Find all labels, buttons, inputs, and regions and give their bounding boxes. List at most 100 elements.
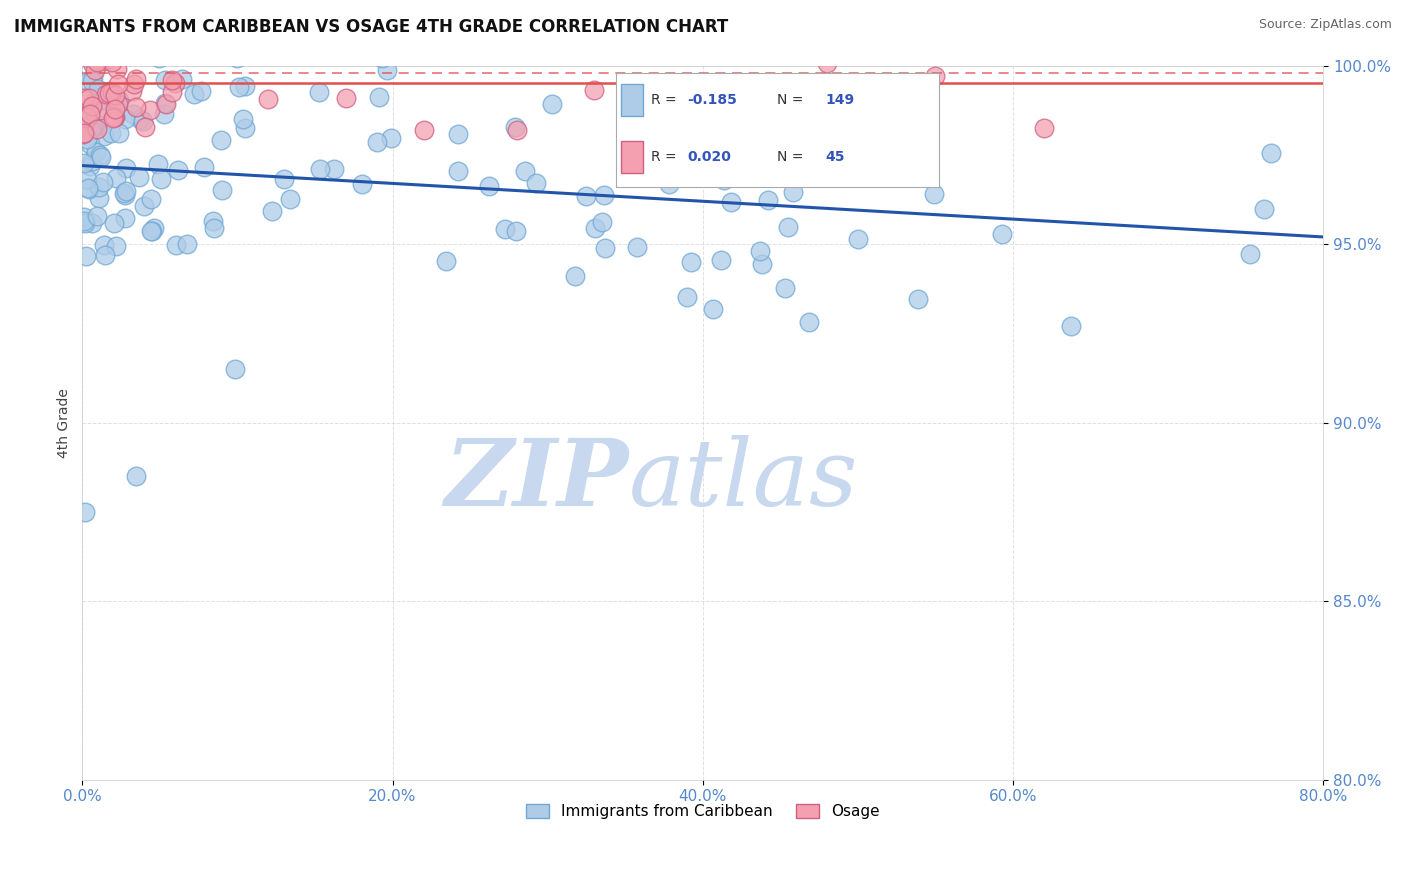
Point [114, 184, 136, 198]
Point [713, 160, 735, 174]
Point [132, 199, 155, 213]
Point [593, 241, 616, 255]
Point [647, 123, 669, 137]
Point [139, 224, 162, 238]
Point [540, 96, 562, 111]
Point [82, 99, 104, 113]
Point [155, 97, 177, 112]
Text: atlas: atlas [628, 434, 858, 524]
Point [775, 281, 797, 295]
Point [79, 160, 101, 174]
Point [262, 203, 284, 218]
Point [114, 112, 136, 126]
Point [335, 91, 357, 105]
Point [911, 87, 934, 101]
Point [380, 130, 402, 145]
Point [75, 110, 97, 124]
Point [80, 74, 103, 88]
Point [107, 126, 129, 140]
Point [103, 111, 125, 125]
Point [72, 127, 94, 141]
Point [79, 137, 101, 152]
Point [84, 63, 107, 78]
Point [103, 216, 125, 230]
Point [1239, 247, 1261, 261]
Point [183, 87, 205, 101]
Point [661, 87, 683, 101]
Point [80, 154, 103, 169]
Point [232, 112, 254, 126]
Point [72, 126, 94, 140]
Point [748, 244, 770, 259]
Point [86, 54, 108, 69]
Point [494, 221, 516, 235]
Point [101, 112, 124, 126]
Point [768, 130, 790, 145]
Point [176, 237, 198, 252]
Text: IMMIGRANTS FROM CARIBBEAN VS OSAGE 4TH GRADE CORRELATION CHART: IMMIGRANTS FROM CARIBBEAN VS OSAGE 4TH G… [14, 18, 728, 36]
Point [101, 54, 124, 69]
Point [89, 180, 111, 194]
Point [160, 85, 183, 99]
Point [79, 182, 101, 196]
Point [79, 91, 101, 105]
Point [447, 127, 470, 141]
Point [73, 216, 96, 230]
Point [80, 56, 103, 70]
Point [153, 107, 176, 121]
Point [86, 209, 108, 223]
Point [201, 214, 224, 228]
Point [848, 232, 870, 246]
Point [166, 162, 188, 177]
Point [86, 122, 108, 136]
Point [352, 178, 374, 192]
Point [679, 255, 702, 269]
Point [761, 79, 783, 94]
Point [322, 161, 344, 176]
Point [702, 302, 724, 317]
Point [524, 177, 547, 191]
Point [564, 269, 586, 284]
Point [75, 249, 97, 263]
Point [105, 238, 128, 252]
Point [87, 118, 110, 132]
Point [233, 120, 256, 135]
Point [228, 79, 250, 94]
Point [139, 192, 162, 206]
Point [73, 210, 96, 224]
Text: ZIP: ZIP [444, 434, 628, 524]
Point [148, 52, 170, 66]
Point [434, 253, 457, 268]
Point [447, 163, 470, 178]
Point [76, 172, 98, 186]
Point [91, 93, 114, 107]
Point [93, 54, 115, 68]
Point [139, 103, 162, 117]
Point [121, 107, 143, 121]
Point [82, 99, 104, 113]
Point [751, 257, 773, 271]
Point [142, 221, 165, 235]
Point [77, 75, 100, 89]
Point [778, 219, 800, 234]
Point [505, 224, 527, 238]
Point [308, 161, 330, 176]
Point [105, 101, 128, 115]
Point [202, 221, 225, 235]
Point [79, 106, 101, 120]
Point [782, 185, 804, 199]
Point [787, 93, 810, 107]
Point [98, 84, 121, 98]
Point [478, 178, 501, 193]
Point [77, 181, 100, 195]
Point [125, 469, 148, 483]
Point [797, 315, 820, 329]
Point [807, 140, 830, 154]
Point [121, 84, 143, 98]
Point [108, 93, 131, 107]
Point [163, 76, 186, 90]
Point [591, 215, 613, 229]
Point [1260, 145, 1282, 160]
Point [505, 123, 527, 137]
Point [676, 290, 699, 304]
